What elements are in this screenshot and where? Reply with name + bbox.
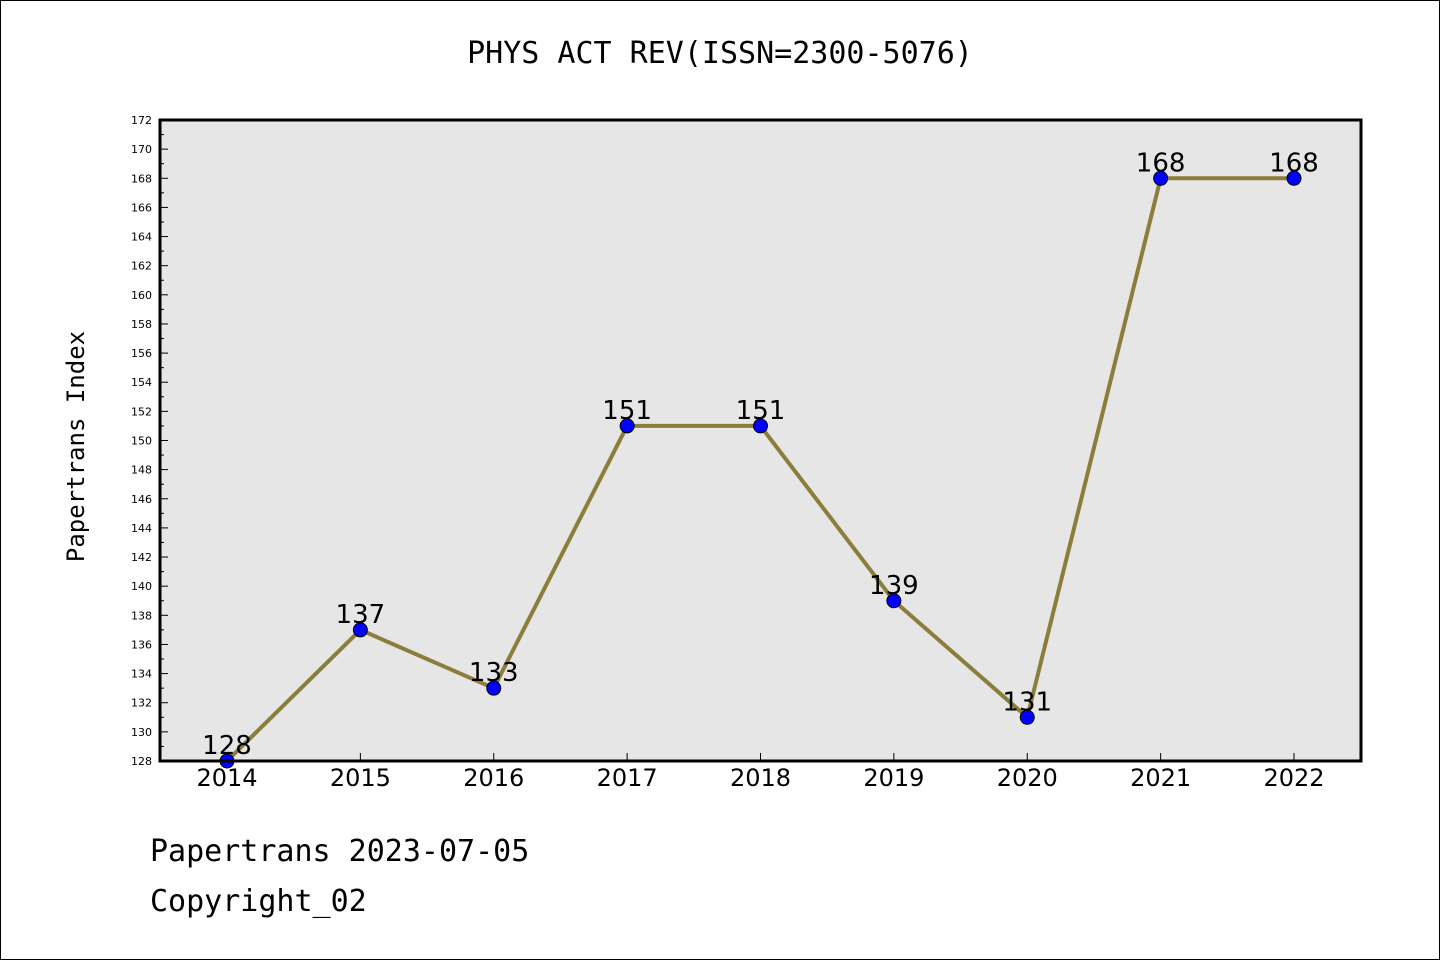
data-label: 151 [602,396,652,426]
y-axis: 128 130 132 134 136 138 140 142 144 146 148 150 152 1… [131,114,168,768]
y-tick-label: 128 [131,755,152,768]
y-tick-label: 140 [131,580,152,593]
series-layer [219,170,1302,769]
x-tick-label: 2020 [997,764,1058,792]
y-tick-label: 164 [131,231,152,244]
data-point [619,418,635,434]
y-tick-label: 136 [131,638,152,651]
y-tick-label: 160 [131,289,152,302]
x-tick-label: 2022 [1263,764,1324,792]
footer-source: Papertrans 2023-07-05 [150,834,530,869]
y-axis-label: Papertrans Index [62,331,90,562]
y-tick-label: 142 [131,551,152,564]
data-label: 137 [336,600,386,630]
x-tick-label: 2015 [330,764,391,792]
y-tick-label: 152 [131,405,152,418]
data-label: 133 [469,658,519,688]
plot-area [160,120,1361,761]
y-tick-label: 132 [131,697,152,710]
y-tick-label: 148 [131,464,152,477]
data-point [1286,170,1302,186]
data-point [886,593,902,609]
data-label: 168 [1136,148,1186,178]
x-tick-label: 2021 [1130,764,1191,792]
x-tick-label: 2016 [463,764,524,792]
x-tick-label: 2019 [863,764,924,792]
x-tick-label: 2017 [597,764,658,792]
y-tick-label: 162 [131,260,152,273]
y-tick-label: 146 [131,493,152,506]
y-tick-label: 130 [131,726,152,739]
y-tick-label: 138 [131,609,152,622]
data-label: 131 [1002,687,1052,717]
y-tick-label: 168 [131,172,152,185]
chart-title: PHYS ACT REV(ISSN=2300-5076) [467,36,973,71]
y-tick-label: 170 [131,143,152,156]
y-tick-label: 150 [131,435,152,448]
data-label: 151 [736,396,786,426]
data-label: 139 [869,571,919,601]
plot-border [158,118,1363,763]
data-label: 168 [1269,148,1319,178]
data-label: 128 [202,731,252,761]
y-tick-label: 134 [131,668,152,681]
data-point [1153,170,1169,186]
y-tick-label: 158 [131,318,152,331]
y-tick-label: 172 [131,114,152,127]
data-point [753,418,768,434]
data-label-layer: 128 137 133 151 151 139 131 168 168 [202,148,1319,761]
y-tick-label: 166 [131,201,152,214]
footer-copyright: Copyright_02 [150,884,367,919]
x-tick-label: 2018 [730,764,791,792]
data-point [486,680,502,696]
data-point [1019,709,1035,725]
x-axis: 2014 2015 2016 2017 2018 2019 2020 2021 2022 [196,753,1325,792]
y-tick-label: 144 [131,522,152,535]
x-tick-label: 2014 [196,764,257,792]
y-tick-label: 156 [131,347,152,360]
data-point [352,622,368,638]
y-tick-label: 154 [131,376,152,389]
